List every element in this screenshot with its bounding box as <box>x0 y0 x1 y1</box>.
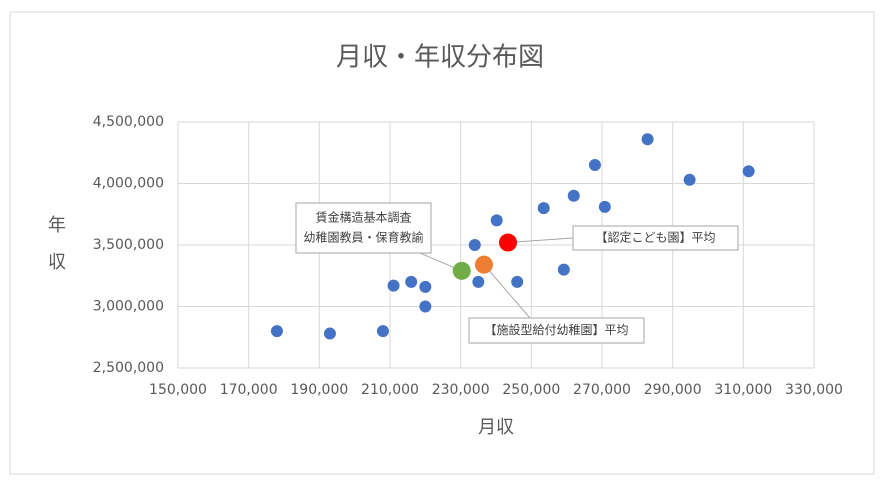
y-tick-label: 4,000,000 <box>93 176 164 192</box>
point <box>472 275 485 288</box>
callout-line <box>507 237 574 244</box>
x-tick-label: 330,000 <box>785 382 843 398</box>
highlight-point <box>499 233 518 252</box>
point <box>598 200 611 213</box>
point <box>511 275 524 288</box>
y-tick-label: 4,500,000 <box>93 114 164 130</box>
callout-label: 幼稚園教員・保育教諭 <box>303 230 423 245</box>
point <box>588 159 601 172</box>
point <box>641 133 654 146</box>
y-axis-label: 収 <box>48 252 66 273</box>
callout-line <box>483 264 531 319</box>
point <box>419 300 432 313</box>
y-tick-label: 3,500,000 <box>93 237 164 253</box>
callout-box <box>295 202 432 254</box>
point <box>557 263 570 276</box>
callout-label: 【認定こども園】平均 <box>595 230 715 245</box>
point <box>323 327 336 340</box>
point <box>567 189 580 202</box>
point <box>270 325 283 338</box>
y-tick-label: 2,500,000 <box>93 360 164 376</box>
x-tick-label: 170,000 <box>220 382 278 398</box>
x-axis-label: 月収 <box>478 417 514 438</box>
callout-box <box>572 225 739 251</box>
y-tick-label: 3,000,000 <box>93 299 164 315</box>
x-tick-label: 250,000 <box>502 382 560 398</box>
point <box>405 275 418 288</box>
point <box>376 325 389 338</box>
point <box>468 239 481 251</box>
callout-box <box>468 317 645 344</box>
x-tick-label: 190,000 <box>290 382 348 398</box>
point <box>537 202 550 215</box>
x-tick-label: 310,000 <box>714 382 772 398</box>
highlight-point <box>474 255 493 274</box>
x-tick-label: 150,000 <box>149 382 207 398</box>
x-tick-label: 230,000 <box>432 382 490 398</box>
x-tick-label: 290,000 <box>644 382 702 398</box>
highlight-point <box>452 261 471 280</box>
callout-label: 賃金構造基本調査 <box>315 210 411 225</box>
callout-label: 【施設型給付幼稚園】平均 <box>484 322 628 337</box>
x-tick-label: 210,000 <box>361 382 419 398</box>
y-axis-label: 年 <box>48 215 66 236</box>
chart-title: 月収・年収分布図 <box>336 43 544 73</box>
point <box>387 279 400 292</box>
x-tick-label: 270,000 <box>573 382 631 398</box>
point <box>742 165 755 178</box>
point <box>490 214 503 227</box>
point <box>683 173 696 186</box>
point <box>419 280 432 293</box>
